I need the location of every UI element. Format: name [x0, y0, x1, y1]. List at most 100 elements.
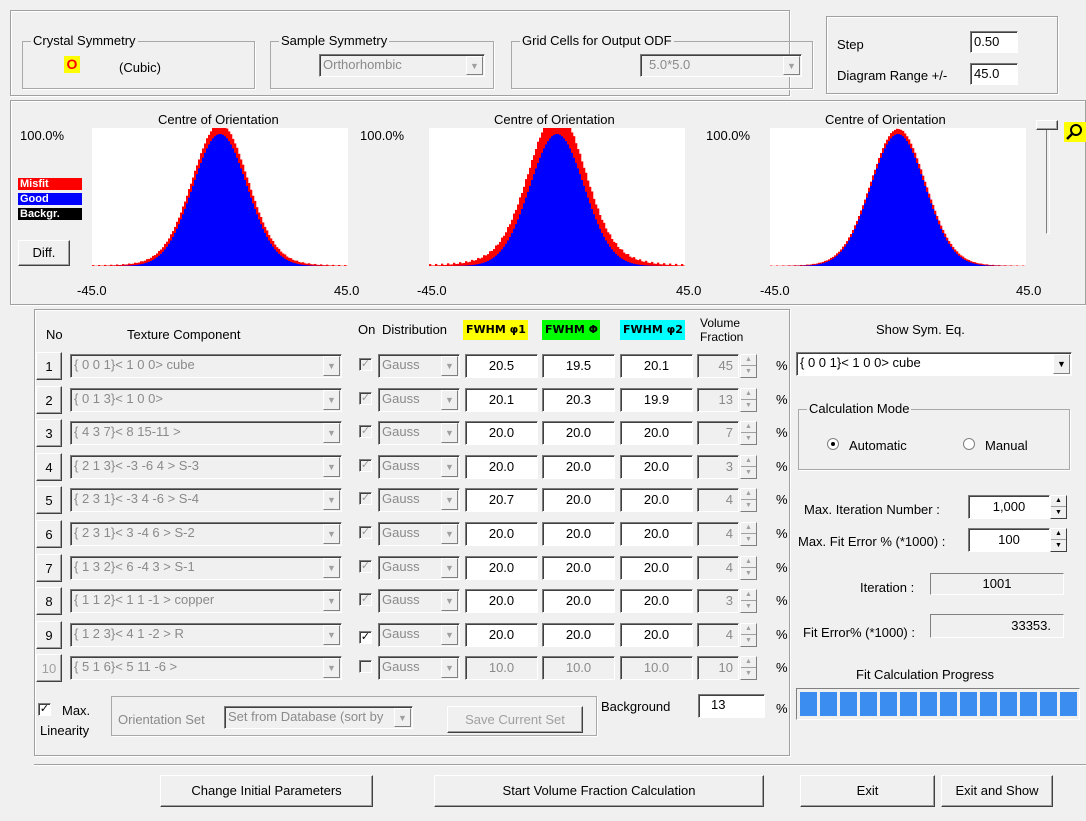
texture-component-select[interactable]: { 1 1 2}< 1 1 -1 > copper ▼: [70, 589, 342, 613]
grid-cells-select[interactable]: 5.0*5.0 ▼: [640, 54, 802, 77]
fwhm-Phi-input[interactable]: 20.0: [542, 488, 615, 512]
texture-component-select[interactable]: { 0 0 1}< 1 0 0> cube ▼: [70, 354, 342, 378]
volume-fraction-input[interactable]: 4: [697, 623, 739, 647]
step-input[interactable]: 0.50: [970, 31, 1018, 53]
fwhm-Phi-input[interactable]: 20.0: [542, 556, 615, 580]
row-on-checkbox[interactable]: ✓: [359, 560, 372, 573]
row-number-button[interactable]: 3: [36, 419, 62, 447]
distribution-select[interactable]: Gauss ▼: [378, 388, 460, 412]
fwhm-Phi-input[interactable]: 20.3: [542, 388, 615, 412]
max-iteration-spinner[interactable]: ▲ ▼: [1050, 495, 1067, 519]
fwhm-phi2-input[interactable]: 20.0: [620, 589, 693, 613]
distribution-select[interactable]: Gauss ▼: [378, 421, 460, 445]
volume-fraction-input[interactable]: 4: [697, 522, 739, 546]
zoom-slider-track[interactable]: [1046, 126, 1050, 234]
volume-fraction-input[interactable]: 3: [697, 589, 739, 613]
fwhm-phi1-input[interactable]: 20.0: [465, 556, 538, 580]
volume-fraction-spinner[interactable]: ▲ ▼: [740, 656, 757, 680]
row-number-button[interactable]: 5: [36, 486, 62, 514]
row-on-checkbox[interactable]: ✓: [359, 425, 372, 438]
volume-fraction-spinner[interactable]: ▲ ▼: [740, 455, 757, 479]
volume-fraction-spinner[interactable]: ▲ ▼: [740, 556, 757, 580]
volume-fraction-spinner[interactable]: ▲ ▼: [740, 623, 757, 647]
fwhm-phi2-input[interactable]: 20.0: [620, 623, 693, 647]
fwhm-phi1-input[interactable]: 20.1: [465, 388, 538, 412]
fwhm-phi1-input[interactable]: 20.0: [465, 522, 538, 546]
row-on-checkbox[interactable]: ✓: [359, 358, 372, 371]
fwhm-phi2-input[interactable]: 20.0: [620, 556, 693, 580]
row-number-button[interactable]: 1: [36, 352, 62, 380]
orientation-set-select[interactable]: Set from Database (sort by ▼: [224, 706, 413, 729]
fwhm-phi2-input[interactable]: 20.0: [620, 522, 693, 546]
change-initial-parameters-button[interactable]: Change Initial Parameters: [160, 775, 373, 807]
volume-fraction-input[interactable]: 10: [697, 656, 739, 680]
volume-fraction-input[interactable]: 4: [697, 488, 739, 512]
fwhm-Phi-input[interactable]: 20.0: [542, 455, 615, 479]
row-number-button[interactable]: 7: [36, 554, 62, 582]
distribution-select[interactable]: Gauss ▼: [378, 488, 460, 512]
texture-component-select[interactable]: { 4 3 7}< 8 15-11 > ▼: [70, 421, 342, 445]
magnifier-icon[interactable]: [1064, 122, 1086, 142]
max-linearity-checkbox[interactable]: ✓: [38, 703, 51, 716]
fwhm-Phi-input[interactable]: 20.0: [542, 421, 615, 445]
volume-fraction-spinner[interactable]: ▲ ▼: [740, 589, 757, 613]
volume-fraction-spinner[interactable]: ▲ ▼: [740, 488, 757, 512]
texture-component-select[interactable]: { 2 3 1}< -3 4 -6 > S-4 ▼: [70, 488, 342, 512]
fwhm-phi2-input[interactable]: 20.0: [620, 488, 693, 512]
sample-symmetry-select[interactable]: Orthorhombic ▼: [319, 54, 485, 77]
texture-component-select[interactable]: { 1 3 2}< 6 -4 3 > S-1 ▼: [70, 556, 342, 580]
row-on-checkbox[interactable]: [359, 660, 372, 673]
volume-fraction-spinner[interactable]: ▲ ▼: [740, 354, 757, 378]
volume-fraction-input[interactable]: 7: [697, 421, 739, 445]
fwhm-phi2-input[interactable]: 20.1: [620, 354, 693, 378]
max-iteration-input[interactable]: 1,000: [968, 495, 1050, 519]
start-volume-fraction-calculation-button[interactable]: Start Volume Fraction Calculation: [434, 775, 764, 807]
row-number-button[interactable]: 4: [36, 453, 62, 481]
max-fit-error-input[interactable]: 100: [968, 528, 1050, 552]
distribution-select[interactable]: Gauss ▼: [378, 556, 460, 580]
fwhm-phi1-input[interactable]: 20.0: [465, 455, 538, 479]
fwhm-phi1-input[interactable]: 20.5: [465, 354, 538, 378]
row-on-checkbox[interactable]: ✓: [359, 631, 372, 644]
volume-fraction-input[interactable]: 3: [697, 455, 739, 479]
diff-button[interactable]: Diff.: [18, 240, 70, 266]
distribution-select[interactable]: Gauss ▼: [378, 656, 460, 680]
distribution-select[interactable]: Gauss ▼: [378, 589, 460, 613]
distribution-select[interactable]: Gauss ▼: [378, 455, 460, 479]
volume-fraction-spinner[interactable]: ▲ ▼: [740, 388, 757, 412]
volume-fraction-input[interactable]: 45: [697, 354, 739, 378]
fwhm-Phi-input[interactable]: 20.0: [542, 623, 615, 647]
texture-component-select[interactable]: { 2 1 3}< -3 -6 4 > S-3 ▼: [70, 455, 342, 479]
fwhm-Phi-input[interactable]: 19.5: [542, 354, 615, 378]
fwhm-phi2-input[interactable]: 10.0: [620, 656, 693, 680]
volume-fraction-spinner[interactable]: ▲ ▼: [740, 522, 757, 546]
volume-fraction-spinner[interactable]: ▲ ▼: [740, 421, 757, 445]
manual-radio[interactable]: [963, 438, 975, 450]
row-number-button[interactable]: 9: [36, 621, 62, 649]
texture-component-select[interactable]: { 0 1 3}< 1 0 0> ▼: [70, 388, 342, 412]
fwhm-Phi-input[interactable]: 20.0: [542, 522, 615, 546]
diagram-range-input[interactable]: 45.0: [970, 63, 1018, 85]
fwhm-phi1-input[interactable]: 10.0: [465, 656, 538, 680]
row-on-checkbox[interactable]: ✓: [359, 459, 372, 472]
automatic-label[interactable]: Automatic: [849, 438, 907, 453]
row-number-button[interactable]: 10: [36, 654, 62, 682]
row-number-button[interactable]: 2: [36, 386, 62, 414]
fwhm-phi1-input[interactable]: 20.0: [465, 623, 538, 647]
background-input[interactable]: 13: [698, 694, 765, 718]
distribution-select[interactable]: Gauss ▼: [378, 522, 460, 546]
row-number-button[interactable]: 8: [36, 587, 62, 615]
fwhm-phi2-input[interactable]: 19.9: [620, 388, 693, 412]
exit-button[interactable]: Exit: [800, 775, 935, 807]
volume-fraction-input[interactable]: 4: [697, 556, 739, 580]
max-fit-error-spinner[interactable]: ▲ ▼: [1050, 528, 1067, 552]
fwhm-phi1-input[interactable]: 20.0: [465, 421, 538, 445]
save-current-set-button[interactable]: Save Current Set: [447, 706, 583, 733]
texture-component-select[interactable]: { 2 3 1}< 3 -4 6 > S-2 ▼: [70, 522, 342, 546]
row-on-checkbox[interactable]: ✓: [359, 526, 372, 539]
exit-and-show-button[interactable]: Exit and Show: [941, 775, 1053, 807]
distribution-select[interactable]: Gauss ▼: [378, 623, 460, 647]
fwhm-phi1-input[interactable]: 20.7: [465, 488, 538, 512]
manual-label[interactable]: Manual: [985, 438, 1028, 453]
row-number-button[interactable]: 6: [36, 520, 62, 548]
